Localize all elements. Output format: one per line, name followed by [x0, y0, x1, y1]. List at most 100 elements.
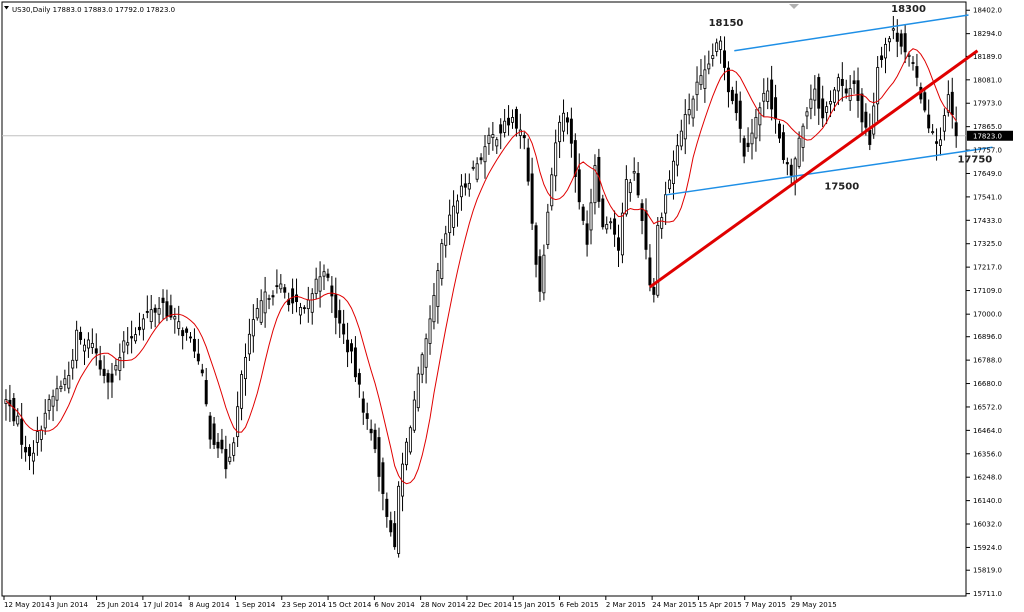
x-tick-label: 15 Oct 2014	[328, 601, 372, 609]
candle-body	[951, 92, 953, 114]
annotation-label: 17500	[824, 182, 859, 193]
candle-body	[256, 309, 258, 318]
candle-body	[735, 94, 737, 113]
candle-body	[873, 106, 875, 134]
candle-body	[716, 43, 718, 52]
candle-body	[76, 330, 78, 360]
candle-body	[189, 337, 191, 338]
candle-body	[935, 142, 937, 144]
candle-body	[645, 211, 647, 250]
candle-body	[44, 413, 46, 428]
candle-body	[272, 296, 274, 297]
candle-body	[386, 499, 388, 516]
candle-body	[782, 133, 784, 160]
candle-body	[425, 339, 427, 368]
candle-body	[83, 345, 85, 351]
moving-average-line	[6, 49, 956, 484]
candle-body	[712, 56, 714, 59]
x-tick-label: 2 Mar 2015	[606, 601, 646, 609]
candle-body	[209, 416, 211, 439]
y-tick-label: 18402.0	[973, 7, 1002, 15]
candle-body	[539, 257, 541, 292]
candle-body	[264, 292, 266, 313]
y-tick-label: 17325.0	[973, 240, 1002, 248]
candle-body	[150, 310, 152, 322]
candle-body	[778, 124, 780, 138]
candle-body	[315, 279, 317, 293]
candle-body	[692, 99, 694, 118]
candle-body	[794, 159, 796, 182]
candle-body	[95, 349, 97, 353]
candle-body	[268, 298, 270, 299]
candle-body	[405, 442, 407, 465]
y-tick-label: 17109.0	[973, 287, 1002, 295]
candle-body	[28, 447, 30, 455]
candle-body	[17, 416, 19, 424]
candle-body	[370, 429, 372, 433]
plot-area[interactable]	[2, 2, 966, 596]
candle-body	[606, 224, 608, 229]
upper-channel-line[interactable]	[734, 15, 968, 51]
candle-body	[786, 162, 788, 163]
y-tick-label: 17000.0	[973, 311, 1002, 319]
candle-body	[79, 332, 81, 339]
candle-body	[40, 430, 42, 439]
candle-body	[366, 414, 368, 419]
scroll-marker-icon[interactable]	[789, 4, 799, 9]
candle-body	[621, 213, 623, 255]
candle-body	[154, 308, 156, 312]
candle-body	[378, 438, 380, 477]
candle-body	[429, 319, 431, 344]
candle-body	[178, 322, 180, 329]
y-tick-label: 16356.0	[973, 450, 1002, 458]
x-tick-label: 28 Nov 2014	[421, 601, 466, 609]
candle-body	[453, 206, 455, 227]
candle-body	[943, 116, 945, 132]
candle-body	[515, 109, 517, 128]
candle-body	[696, 82, 698, 94]
candle-body	[755, 117, 757, 138]
candle-body	[484, 147, 486, 162]
candle-body	[747, 143, 749, 146]
symbol-menu-icon[interactable]	[4, 6, 9, 10]
candle-body	[739, 101, 741, 128]
candle-body	[731, 90, 733, 100]
candle-body	[912, 63, 914, 64]
candle-body	[260, 301, 262, 323]
candle-body	[829, 101, 831, 104]
y-tick-label: 17757.0	[973, 147, 1002, 155]
candle-body	[138, 327, 140, 329]
y-tick-label: 16248.0	[973, 474, 1002, 482]
candle-body	[610, 222, 612, 223]
candle-body	[248, 334, 250, 354]
candle-body	[201, 370, 203, 373]
candle-body	[641, 204, 643, 221]
support-trendline[interactable]	[650, 51, 978, 287]
candle-body	[865, 112, 867, 127]
candle-body	[68, 376, 70, 389]
candle-body	[500, 125, 502, 133]
candle-body	[908, 55, 910, 56]
x-tick-label: 3 Jun 2014	[50, 601, 88, 609]
candle-body	[853, 81, 855, 84]
candle-body	[343, 324, 345, 334]
candle-body	[661, 218, 663, 229]
candle-body	[413, 400, 415, 430]
candle-body	[570, 119, 572, 143]
candle-body	[892, 29, 894, 30]
candle-body	[103, 369, 105, 375]
candle-body	[186, 329, 188, 332]
candle-body	[924, 93, 926, 110]
candle-body	[284, 288, 286, 293]
candle-body	[649, 258, 651, 285]
candle-body	[346, 340, 348, 352]
candle-body	[504, 121, 506, 132]
candle-body	[335, 295, 337, 318]
candle-body	[519, 130, 521, 135]
candle-body	[225, 449, 227, 468]
x-tick-label: 22 Dec 2014	[467, 601, 512, 609]
candle-body	[582, 207, 584, 220]
candle-body	[806, 112, 808, 116]
